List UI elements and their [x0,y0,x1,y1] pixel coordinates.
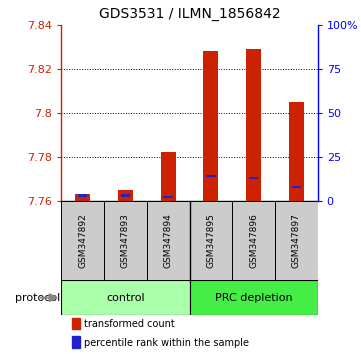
Text: GSM347892: GSM347892 [78,213,87,268]
Bar [147,201,190,280]
Bar [246,49,261,201]
Bar [249,177,258,179]
Text: percentile rank within the sample: percentile rank within the sample [84,338,249,348]
Bar [71,318,80,329]
Bar [71,336,80,348]
Bar [104,201,147,280]
Bar [289,102,304,201]
Text: control: control [106,293,145,303]
Bar [275,201,318,280]
Bar [164,196,173,198]
Bar [75,194,90,201]
Bar [190,201,232,280]
Text: protocol: protocol [15,293,61,303]
Bar [78,194,87,196]
Bar [203,51,218,201]
Title: GDS3531 / ILMN_1856842: GDS3531 / ILMN_1856842 [99,7,280,21]
Text: transformed count: transformed count [84,319,175,329]
Text: GSM347894: GSM347894 [164,213,173,268]
Bar [292,186,301,188]
Bar [232,201,275,280]
Bar [61,201,104,280]
Text: PRC depletion: PRC depletion [215,293,292,303]
Bar [61,280,190,315]
Bar [206,175,216,177]
Text: GSM347893: GSM347893 [121,213,130,268]
Text: GSM347897: GSM347897 [292,213,301,268]
Bar [118,190,133,201]
Bar [161,153,176,201]
Bar [190,280,318,315]
Text: GSM347895: GSM347895 [206,213,216,268]
Bar [121,194,130,196]
Text: GSM347896: GSM347896 [249,213,258,268]
